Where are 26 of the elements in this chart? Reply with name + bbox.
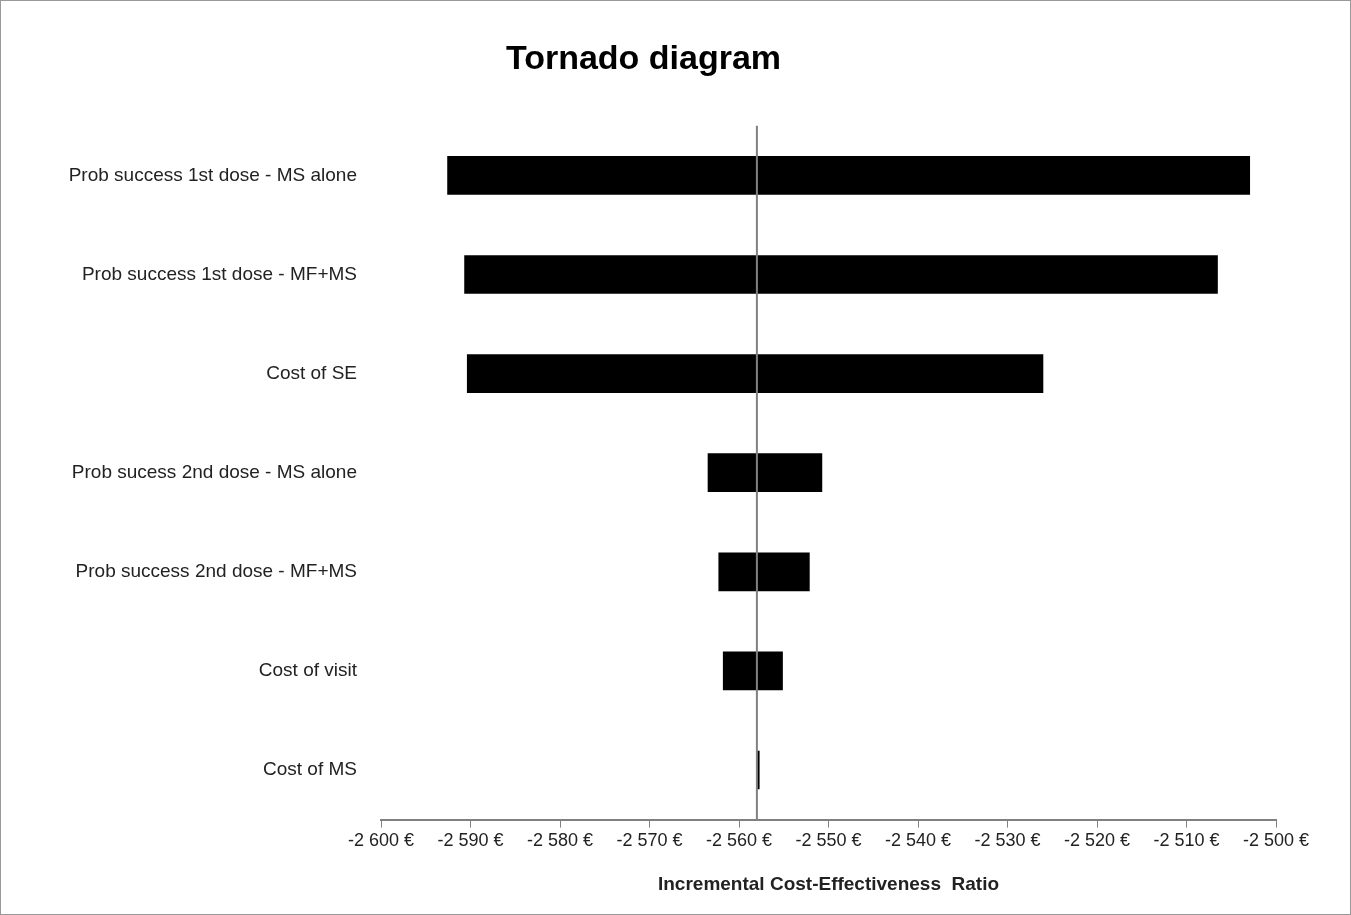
x-tick-label: -2 530 € [974, 830, 1041, 851]
x-tick-label: -2 570 € [616, 830, 683, 851]
x-tick-label: -2 550 € [795, 830, 862, 851]
bar [707, 453, 823, 493]
bar [466, 354, 1044, 393]
x-tick-label: -2 510 € [1153, 830, 1220, 851]
x-tick-label: -2 540 € [884, 830, 952, 851]
bar [447, 156, 1251, 195]
y-tick-label: Prob success 1st dose - MS alone [68, 163, 357, 185]
bar [718, 552, 810, 592]
y-tick-label: Prob sucess 2nd dose - MS alone [71, 460, 357, 482]
y-tick-label: Prob success 1st dose - MF+MS [81, 262, 357, 284]
y-tick-label: Prob success 2nd dose - MF+MS [75, 560, 357, 582]
x-tick-label: -2 520 € [1063, 830, 1131, 851]
y-tick-label: Cost of SE [266, 361, 357, 383]
y-tick-label: Cost of visit [258, 659, 358, 681]
x-tick-label: -2 600 € [347, 830, 415, 851]
x-tick-label: -2 500 € [1242, 830, 1310, 851]
chart-title: Tornado diagram [505, 37, 782, 76]
bar [722, 651, 783, 691]
x-tick-label: -2 580 € [526, 830, 594, 851]
x-tick-label: -2 590 € [437, 830, 504, 851]
x-axis-title: Incremental Cost-Effectiveness Ratio [657, 872, 1000, 894]
bar [464, 255, 1218, 294]
y-tick-label: Cost of MS [263, 758, 357, 780]
x-tick-label: -2 560 € [705, 830, 773, 851]
